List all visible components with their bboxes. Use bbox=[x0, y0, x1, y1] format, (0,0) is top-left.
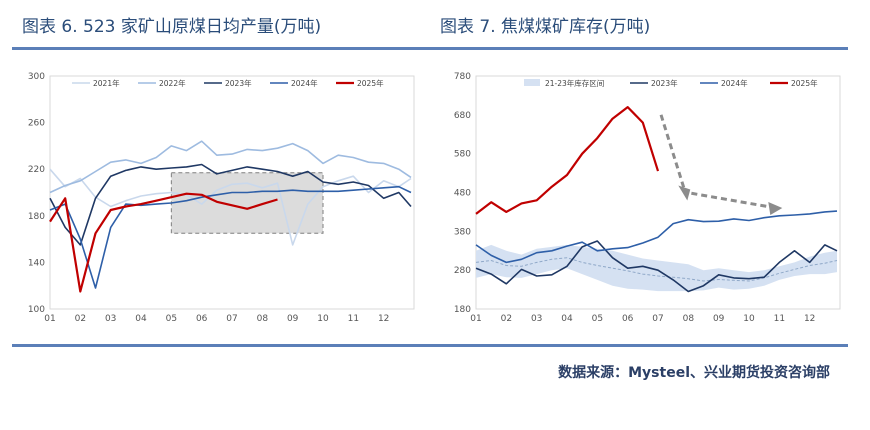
series-line-2025 bbox=[475, 106, 660, 215]
x-tick-label: 12 bbox=[378, 314, 389, 324]
legend-label: 2023年 bbox=[225, 78, 252, 88]
legend-swatch bbox=[524, 79, 540, 86]
left-chart-title: 图表 6. 523 家矿山原煤日均产量(万吨) bbox=[22, 17, 322, 37]
x-tick-label: 01 bbox=[470, 314, 481, 324]
legend-label: 2021年 bbox=[93, 78, 120, 88]
x-tick-label: 10 bbox=[317, 314, 329, 324]
y-tick-label: 180 bbox=[454, 305, 471, 315]
y-tick-label: 580 bbox=[454, 150, 471, 160]
plot-frame bbox=[475, 75, 841, 310]
series-line-2023 bbox=[475, 240, 838, 293]
x-tick-label: 07 bbox=[226, 314, 237, 324]
legend-label: 2024年 bbox=[721, 78, 748, 88]
x-tick-label: 03 bbox=[105, 314, 116, 324]
y-tick-label: 220 bbox=[28, 165, 45, 175]
coal-production-chart: 100 140 180 220 260 300 01 02 03 04 05 06 07 08 09 10 11… bbox=[28, 72, 415, 324]
legend-label: 2023年 bbox=[651, 78, 678, 88]
x-tick-label: 01 bbox=[44, 314, 55, 324]
decline-arrow-2-head bbox=[768, 202, 783, 216]
decline-arrow-2 bbox=[691, 191, 777, 210]
x-tick-label: 07 bbox=[652, 314, 663, 324]
series-line-2021 bbox=[49, 168, 412, 246]
x-tick-label: 12 bbox=[804, 314, 815, 324]
series-line-2023 bbox=[49, 163, 412, 246]
x-tick-label: 08 bbox=[683, 314, 695, 324]
coking-coal-inventory-chart: 180 280 380 480 580 680 780 01 02 03 04 05 06 07 08 09 1… bbox=[454, 72, 841, 324]
series-line-2022 bbox=[49, 140, 412, 194]
x-tick-label: 02 bbox=[501, 314, 512, 324]
header-divider bbox=[12, 47, 848, 50]
y-tick-label: 380 bbox=[454, 227, 471, 237]
x-tick-label: 09 bbox=[287, 314, 299, 324]
x-tick-label: 10 bbox=[743, 314, 755, 324]
y-tick-label: 680 bbox=[454, 111, 471, 121]
y-tick-label: 780 bbox=[454, 72, 471, 82]
series-line-2025 bbox=[49, 192, 278, 293]
x-tick-label: 02 bbox=[75, 314, 86, 324]
right-chart-title: 图表 7. 焦煤煤矿库存(万吨) bbox=[440, 17, 651, 37]
x-tick-label: 06 bbox=[622, 314, 634, 324]
legend-label: 2024年 bbox=[291, 78, 318, 88]
y-tick-label: 180 bbox=[28, 212, 45, 222]
series-line-2024 bbox=[49, 185, 412, 289]
x-tick-label: 06 bbox=[196, 314, 208, 324]
x-tick-label: 04 bbox=[561, 314, 573, 324]
legend-label: 21-23年库存区间 bbox=[545, 78, 604, 88]
x-tick-label: 11 bbox=[774, 314, 785, 324]
y-tick-label: 480 bbox=[454, 189, 471, 199]
data-source: 数据来源：Mysteel、兴业期货投资咨询部 bbox=[558, 365, 830, 381]
legend-label: 2022年 bbox=[159, 78, 186, 88]
x-tick-label: 05 bbox=[592, 314, 603, 324]
y-tick-label: 300 bbox=[28, 72, 45, 82]
band-mean-line bbox=[475, 257, 838, 282]
decline-arrow-1 bbox=[659, 114, 687, 193]
y-tick-label: 280 bbox=[454, 266, 471, 276]
x-tick-label: 03 bbox=[531, 314, 542, 324]
x-tick-label: 05 bbox=[166, 314, 177, 324]
y-tick-label: 100 bbox=[28, 305, 45, 315]
decline-arrow-1-head bbox=[678, 185, 691, 201]
x-tick-label: 04 bbox=[135, 314, 147, 324]
x-tick-label: 08 bbox=[257, 314, 269, 324]
inventory-range-band bbox=[476, 244, 837, 292]
x-tick-label: 09 bbox=[713, 314, 725, 324]
x-tick-label: 11 bbox=[348, 314, 359, 324]
y-tick-label: 140 bbox=[28, 258, 45, 268]
series-line-2024 bbox=[475, 210, 838, 264]
legend-label: 2025年 bbox=[357, 78, 384, 88]
y-tick-label: 260 bbox=[28, 119, 45, 129]
footer-divider bbox=[12, 344, 848, 347]
legend-label: 2025年 bbox=[791, 78, 818, 88]
